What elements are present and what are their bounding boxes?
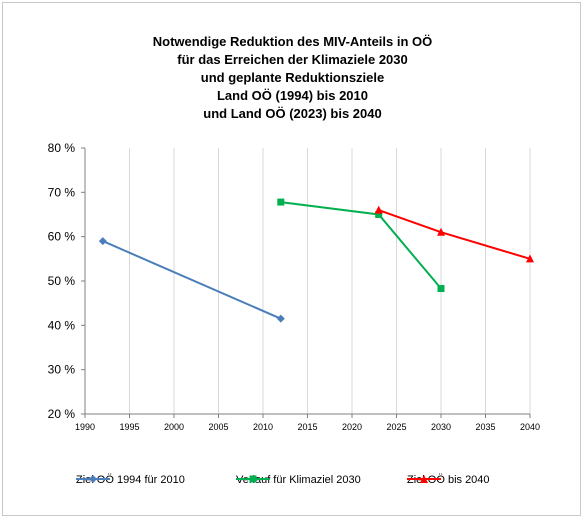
title-line-1: Notwendige Reduktion des MIV-Anteils in … <box>152 34 433 49</box>
legend-swatch-series-3 <box>407 475 441 483</box>
y-tick-label: 70 % <box>48 185 76 199</box>
legend-item-series-3: Ziel OÖ bis 2040 <box>407 474 490 486</box>
y-tick-label: 30 % <box>48 363 76 377</box>
data-point-series-3 <box>437 227 445 236</box>
x-tick-label: 2005 <box>208 422 228 432</box>
y-tick-label: 20 % <box>48 407 76 421</box>
legend-swatch-series-2 <box>236 475 270 483</box>
x-tick-label: 2030 <box>431 422 451 432</box>
y-tick-label: 40 % <box>48 318 76 332</box>
data-point-series-1 <box>98 237 107 246</box>
series-line-3 <box>378 209 531 260</box>
x-tick-label: 2020 <box>342 422 362 432</box>
y-tick-label: 60 % <box>48 230 76 244</box>
y-tick-label: 50 % <box>48 274 76 288</box>
title-line-4: Land OÖ (1994) bis 2010 <box>216 88 368 103</box>
chart-frame <box>2 2 581 516</box>
data-point-series-1 <box>276 314 285 323</box>
legend-swatch-series-1 <box>76 475 110 483</box>
legend-item-series-2: Verlauf für Klimaziel 2030 <box>236 474 361 486</box>
data-point-series-3 <box>526 254 534 263</box>
x-tick-label: 1995 <box>119 422 139 432</box>
y-tick-label: 80 % <box>48 141 76 155</box>
legend-item-series-1: Ziel OÖ 1994 für 2010 <box>76 474 185 486</box>
x-tick-label: 2025 <box>386 422 406 432</box>
series-line-1 <box>102 240 282 320</box>
x-tick-label: 2010 <box>253 422 273 432</box>
x-tick-label: 2035 <box>475 422 495 432</box>
title-line-2: für das Erreichen der Klimaziele 2030 <box>177 52 408 67</box>
title-line-5: und Land OÖ (2023) bis 2040 <box>203 106 382 121</box>
legend: Ziel OÖ 1994 für 2010 Verlauf für Klimaz… <box>0 474 585 492</box>
chart-title: Notwendige Reduktion des MIV-Anteils in … <box>0 33 585 123</box>
data-point-series-2 <box>277 198 285 206</box>
title-line-3: und geplante Reduktionsziele <box>200 70 385 85</box>
series-line-2 <box>280 201 442 290</box>
data-point-series-2 <box>375 211 383 218</box>
legend-label-series-2: Verlauf für Klimaziel 2030 <box>236 474 361 486</box>
x-tick-label: 1990 <box>75 422 95 432</box>
x-tick-label: 2000 <box>164 422 184 432</box>
x-tick-label: 2040 <box>520 422 540 432</box>
data-point-series-3 <box>374 205 383 214</box>
x-tick-label: 2015 <box>297 422 317 432</box>
data-point-series-2 <box>437 285 445 293</box>
legend-label-series-1: Ziel OÖ 1994 für 2010 <box>76 474 185 486</box>
